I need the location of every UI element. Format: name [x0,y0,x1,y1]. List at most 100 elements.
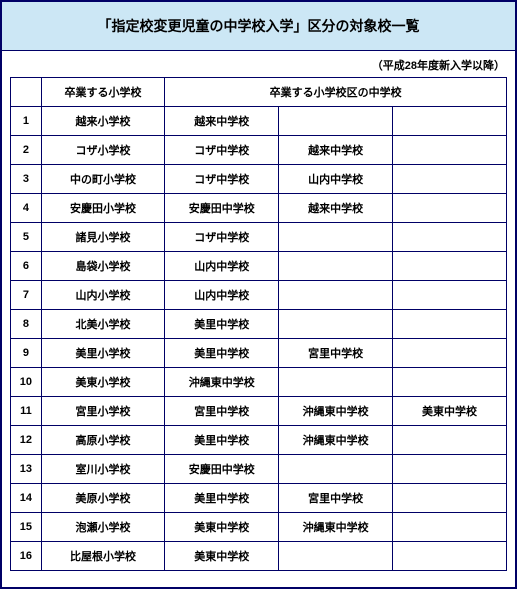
table-wrap: 卒業する小学校 卒業する小学校区の中学校 1越来小学校越来中学校2コザ小学校コザ… [2,77,515,587]
cell-es: 山内小学校 [41,281,164,310]
cell-n: 4 [11,194,42,223]
table-row: 8北美小学校美里中学校 [11,310,507,339]
cell-n: 12 [11,426,42,455]
cell-j3 [393,484,507,513]
cell-j2 [279,310,393,339]
cell-j1: 宮里中学校 [165,397,279,426]
cell-es: 島袋小学校 [41,252,164,281]
cell-n: 16 [11,542,42,571]
table-row: 3中の町小学校コザ中学校山内中学校 [11,165,507,194]
table-row: 6島袋小学校山内中学校 [11,252,507,281]
title-band: 「指定校変更児童の中学校入学」区分の対象校一覧 [2,2,515,51]
cell-n: 10 [11,368,42,397]
cell-j3: 美東中学校 [393,397,507,426]
cell-j3 [393,223,507,252]
cell-j1: 安慶田中学校 [165,455,279,484]
cell-j1: コザ中学校 [165,165,279,194]
cell-j1: 美里中学校 [165,339,279,368]
header-row: 卒業する小学校 卒業する小学校区の中学校 [11,78,507,107]
document-frame: 「指定校変更児童の中学校入学」区分の対象校一覧 （平成28年度新入学以降） 卒業… [0,0,517,589]
cell-j3 [393,339,507,368]
cell-j1: 美里中学校 [165,426,279,455]
cell-j1: コザ中学校 [165,136,279,165]
table-row: 10美東小学校沖縄東中学校 [11,368,507,397]
cell-j2 [279,542,393,571]
header-jhs: 卒業する小学校区の中学校 [165,78,507,107]
cell-es: 宮里小学校 [41,397,164,426]
cell-j2: 宮里中学校 [279,484,393,513]
table-body: 1越来小学校越来中学校2コザ小学校コザ中学校越来中学校3中の町小学校コザ中学校山… [11,107,507,571]
table-row: 12高原小学校美里中学校沖縄東中学校 [11,426,507,455]
cell-j3 [393,194,507,223]
header-elementary: 卒業する小学校 [41,78,164,107]
cell-j3 [393,368,507,397]
table-row: 9美里小学校美里中学校宮里中学校 [11,339,507,368]
cell-j3 [393,426,507,455]
cell-n: 15 [11,513,42,542]
cell-j2: 越来中学校 [279,136,393,165]
cell-j3 [393,455,507,484]
cell-es: 越来小学校 [41,107,164,136]
cell-es: 比屋根小学校 [41,542,164,571]
table-row: 13室川小学校安慶田中学校 [11,455,507,484]
cell-j3 [393,513,507,542]
header-num [11,78,42,107]
effective-note: （平成28年度新入学以降） [2,51,515,77]
cell-j1: 美里中学校 [165,484,279,513]
cell-j2 [279,252,393,281]
cell-n: 9 [11,339,42,368]
table-row: 11宮里小学校宮里中学校沖縄東中学校美東中学校 [11,397,507,426]
table-row: 16比屋根小学校美東中学校 [11,542,507,571]
cell-j1: 山内中学校 [165,252,279,281]
cell-n: 1 [11,107,42,136]
cell-j3 [393,165,507,194]
cell-es: 美里小学校 [41,339,164,368]
cell-es: 泡瀬小学校 [41,513,164,542]
cell-n: 5 [11,223,42,252]
cell-j3 [393,252,507,281]
cell-j1: 越来中学校 [165,107,279,136]
cell-j2 [279,107,393,136]
cell-es: 安慶田小学校 [41,194,164,223]
cell-es: コザ小学校 [41,136,164,165]
cell-j2 [279,281,393,310]
cell-j2: 越来中学校 [279,194,393,223]
title-text: 「指定校変更児童の中学校入学」区分の対象校一覧 [98,18,420,34]
table-row: 14美原小学校美里中学校宮里中学校 [11,484,507,513]
cell-j1: 沖縄東中学校 [165,368,279,397]
cell-j2: 沖縄東中学校 [279,513,393,542]
cell-j1: 山内中学校 [165,281,279,310]
table-row: 1越来小学校越来中学校 [11,107,507,136]
cell-n: 11 [11,397,42,426]
cell-j3 [393,542,507,571]
cell-j2 [279,455,393,484]
cell-j3 [393,136,507,165]
cell-j3 [393,310,507,339]
table-row: 7山内小学校山内中学校 [11,281,507,310]
cell-es: 高原小学校 [41,426,164,455]
cell-j1: 美東中学校 [165,542,279,571]
cell-es: 北美小学校 [41,310,164,339]
cell-j1: 美東中学校 [165,513,279,542]
cell-es: 美東小学校 [41,368,164,397]
cell-j3 [393,107,507,136]
cell-j1: コザ中学校 [165,223,279,252]
cell-j3 [393,281,507,310]
table-row: 5諸見小学校コザ中学校 [11,223,507,252]
cell-n: 8 [11,310,42,339]
cell-j2: 山内中学校 [279,165,393,194]
cell-es: 諸見小学校 [41,223,164,252]
cell-j2 [279,368,393,397]
cell-es: 美原小学校 [41,484,164,513]
cell-n: 13 [11,455,42,484]
cell-j2: 宮里中学校 [279,339,393,368]
cell-es: 室川小学校 [41,455,164,484]
schools-table: 卒業する小学校 卒業する小学校区の中学校 1越来小学校越来中学校2コザ小学校コザ… [10,77,507,571]
cell-j1: 安慶田中学校 [165,194,279,223]
table-row: 2コザ小学校コザ中学校越来中学校 [11,136,507,165]
cell-n: 2 [11,136,42,165]
table-row: 4安慶田小学校安慶田中学校越来中学校 [11,194,507,223]
cell-n: 14 [11,484,42,513]
cell-j1: 美里中学校 [165,310,279,339]
table-row: 15泡瀬小学校美東中学校沖縄東中学校 [11,513,507,542]
